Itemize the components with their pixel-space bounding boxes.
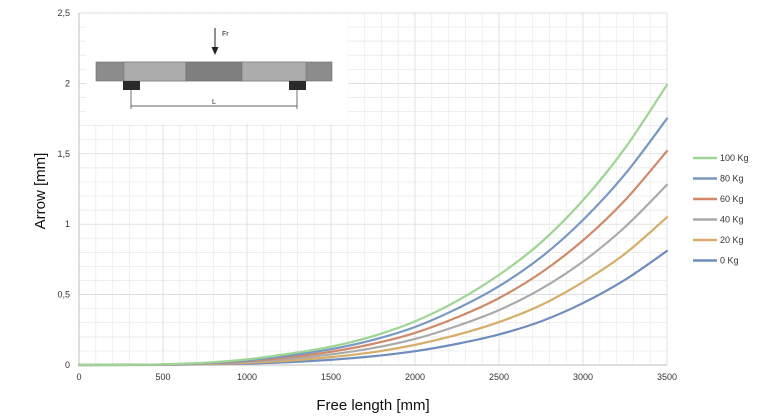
y-tick-label: 0 [65,360,70,370]
x-tick-label: 3500 [657,372,677,382]
beam-diagram: Fr L [86,14,348,124]
legend: 100 Kg 80 Kg 60 Kg 40 Kg 20 Kg 0 Kg [693,153,749,266]
beam-segment-middle [185,61,243,82]
beam-segment-left [123,61,187,82]
x-tick-label: 1000 [237,372,257,382]
support-left [123,81,140,90]
series-line-80-kg [77,117,669,367]
force-label: Fr [222,31,229,38]
legend-label: 80 Kg [720,174,744,184]
legend-label: 20 Kg [720,235,744,245]
y-axis-label: Arrow [mm] [32,153,49,230]
y-axis-ticks: 0 0,5 1 1,5 2 2,5 [57,8,70,370]
y-tick-label: 0,5 [57,290,70,300]
legend-label: 0 Kg [720,256,739,266]
x-axis-label: Free length [mm] [316,397,429,414]
support-right [289,81,306,90]
series-line-60-kg [77,149,669,367]
x-tick-label: 1500 [321,372,341,382]
length-label: L [212,99,216,106]
force-arrow-head [211,47,219,55]
beam-segment-right [241,61,307,82]
legend-label: 40 Kg [720,215,744,225]
y-tick-label: 1 [65,219,70,229]
series-line-100-kg [77,83,669,367]
y-tick-label: 2 [65,78,70,88]
legend-label: 100 Kg [720,153,749,163]
x-tick-label: 2000 [405,372,425,382]
x-axis-ticks: 0 500 1000 1500 2000 2500 3000 3500 [76,372,677,382]
y-tick-label: 2,5 [57,8,70,18]
x-tick-label: 0 [76,372,81,382]
y-tick-label: 1,5 [57,149,70,159]
legend-label: 60 Kg [720,194,744,204]
x-tick-label: 2500 [489,372,509,382]
x-tick-label: 3000 [573,372,593,382]
series-lines [77,83,669,367]
x-tick-label: 500 [155,372,170,382]
series-line-40-kg [77,183,669,367]
